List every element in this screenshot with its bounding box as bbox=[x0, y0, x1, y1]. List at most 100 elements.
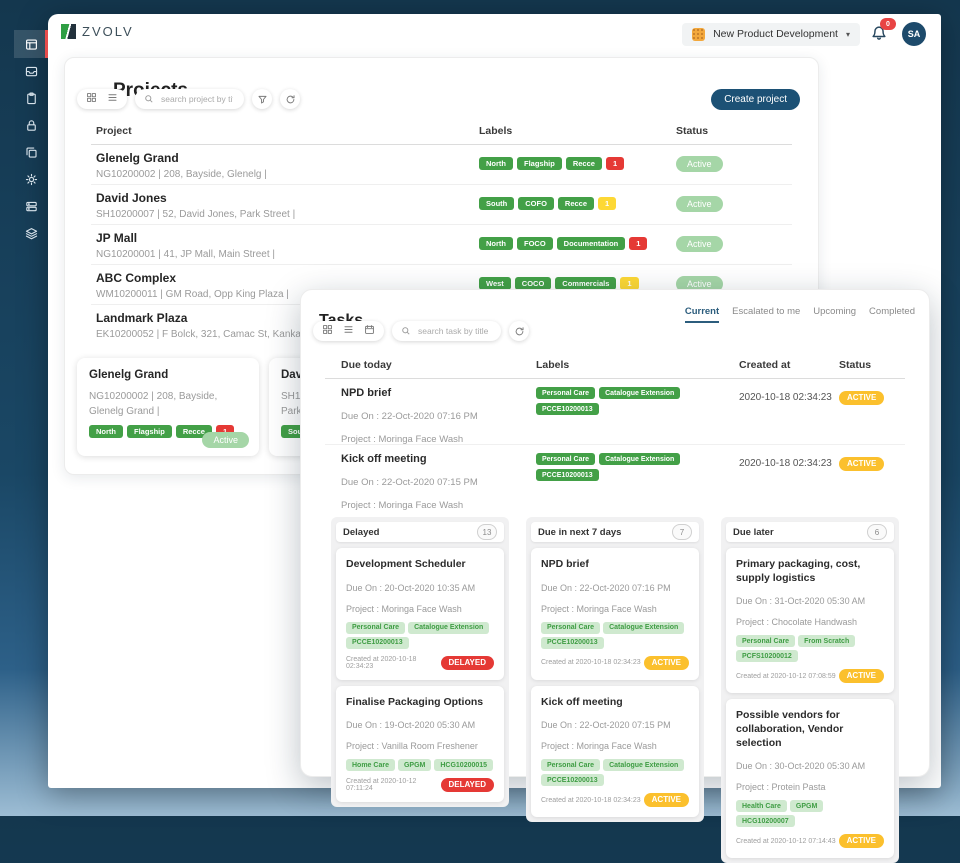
sidebar-item-storage[interactable] bbox=[14, 193, 48, 220]
status-badge: ACTIVE bbox=[643, 655, 689, 670]
label-chip: West bbox=[479, 277, 511, 290]
board-column-due-later: Due later 6 Primary packaging, cost, sup… bbox=[721, 517, 899, 863]
refresh-button[interactable] bbox=[509, 321, 529, 341]
task-search bbox=[392, 321, 501, 341]
table-row[interactable]: Landmark Plaza EK10200052 | F Bolck, 321,… bbox=[91, 305, 792, 345]
label-chip: North bbox=[479, 157, 513, 170]
board-column-next7days: Due in next 7 days 7 NPD brief Due On : … bbox=[526, 517, 704, 823]
tab-escalated[interactable]: Escalated to me bbox=[732, 306, 801, 317]
task-card[interactable]: NPD brief Due On : 22-Oct-2020 07:16 PM … bbox=[531, 548, 699, 680]
status-badge: DELAYED bbox=[440, 778, 494, 793]
list-view-button[interactable] bbox=[343, 322, 354, 340]
status-badge: ACTIVE bbox=[839, 457, 885, 471]
search-icon bbox=[145, 95, 153, 103]
filter-button[interactable] bbox=[252, 89, 272, 109]
task-card-project: Project : Moringa Face Wash bbox=[346, 603, 462, 614]
sidebar bbox=[14, 30, 48, 790]
project-subtitle: EK10200052 | F Bolck, 321, Camac St, Kan… bbox=[96, 329, 351, 340]
label-chip: FOCO bbox=[517, 237, 553, 250]
label-chip: COCO bbox=[514, 277, 552, 290]
app-stage: ZVOLV New Product Development ▾ 0 SA Pro… bbox=[14, 18, 930, 863]
project-subtitle: WM10200011 | GM Road, Opp King Plaza | bbox=[96, 289, 289, 300]
task-card[interactable]: Possible vendors for collaboration, Vend… bbox=[726, 699, 894, 859]
table-row[interactable]: David Jones SH10200007 | 52, David Jones,… bbox=[91, 185, 792, 225]
task-card-project: Project : Moringa Face Wash bbox=[541, 603, 657, 614]
grid-view-button[interactable] bbox=[322, 322, 333, 340]
task-card-title: Primary packaging, cost, supply logistic… bbox=[736, 558, 861, 584]
sidebar-item-dashboard[interactable] bbox=[14, 30, 48, 58]
workspace-dropdown[interactable]: New Product Development ▾ bbox=[682, 22, 860, 46]
task-card[interactable]: Primary packaging, cost, supply logistic… bbox=[726, 548, 894, 694]
projects-table-header: Project Labels Status bbox=[91, 118, 792, 145]
search-icon bbox=[402, 327, 410, 335]
task-card-created: Created at 2020-10-12 07:14:43 bbox=[736, 837, 836, 845]
label-chip: GPGM bbox=[397, 759, 432, 772]
refresh-button[interactable] bbox=[280, 89, 300, 109]
calendar-view-button[interactable] bbox=[364, 322, 375, 340]
projects-table: Project Labels Status Glenelg Grand NG102… bbox=[91, 118, 792, 345]
sidebar-item-layers[interactable] bbox=[14, 220, 48, 247]
tab-completed[interactable]: Completed bbox=[869, 306, 915, 317]
inbox-icon bbox=[25, 66, 37, 77]
column-labels: Labels bbox=[536, 359, 570, 371]
workspace-icon bbox=[692, 27, 706, 41]
task-title: NPD brief bbox=[341, 387, 392, 399]
project-subtitle: NG10200001 | 41, JP Mall, Main Street | bbox=[96, 249, 275, 260]
label-chip: South bbox=[479, 197, 515, 210]
status-badge: ACTIVE bbox=[838, 834, 884, 849]
table-row[interactable]: Glenelg Grand NG10200002 | 208, Bayside, … bbox=[91, 145, 792, 185]
server-icon bbox=[25, 201, 37, 212]
task-card[interactable]: Development Scheduler Due On : 20-Oct-20… bbox=[336, 548, 504, 680]
task-project: Project : Moringa Face Wash bbox=[341, 500, 464, 511]
lock-icon bbox=[26, 120, 36, 131]
app-logo: ZVOLV bbox=[61, 24, 134, 39]
board-column-header: Due in next 7 days 7 bbox=[531, 522, 699, 542]
sidebar-item-lock[interactable] bbox=[14, 112, 48, 139]
board-column-delayed: Delayed 13 Development Scheduler Due On … bbox=[331, 517, 509, 808]
task-due: Due On : 22-Oct-2020 07:15 PM bbox=[341, 477, 478, 488]
search-task-input[interactable] bbox=[416, 325, 492, 337]
search-project-input[interactable] bbox=[159, 93, 235, 105]
label-chip: PCCE10200013 bbox=[346, 636, 409, 649]
project-card[interactable]: Glenelg Grand NG10200002 | 208, Bayside,… bbox=[77, 358, 259, 456]
label-chip: North bbox=[479, 237, 513, 250]
table-row[interactable]: JP Mall NG10200001 | 41, JP Mall, Main St… bbox=[91, 225, 792, 265]
board-column-label: Due in next 7 days bbox=[538, 526, 622, 538]
column-due-today: Due today bbox=[341, 359, 392, 371]
sidebar-item-settings[interactable] bbox=[14, 166, 48, 193]
column-status: Status bbox=[676, 125, 709, 137]
task-title: Kick off meeting bbox=[341, 453, 427, 465]
sidebar-item-clipboard[interactable] bbox=[14, 85, 48, 112]
tasks-toolbar bbox=[313, 321, 529, 341]
label-chip: PCCE10200013 bbox=[536, 469, 599, 481]
label-chip: Personal Care bbox=[536, 453, 596, 465]
tab-upcoming[interactable]: Upcoming bbox=[813, 306, 857, 317]
board-column-header: Delayed 13 bbox=[336, 522, 504, 542]
clipboard-icon bbox=[26, 92, 36, 105]
sidebar-item-inbox[interactable] bbox=[14, 58, 48, 85]
task-card[interactable]: Kick off meeting Due On : 22-Oct-2020 07… bbox=[531, 685, 699, 818]
notifications-button[interactable]: 0 bbox=[870, 18, 896, 45]
sidebar-item-copy[interactable] bbox=[14, 139, 48, 166]
label-chip: Catalogue Extension bbox=[599, 387, 681, 399]
task-card-title: Kick off meeting bbox=[541, 695, 623, 708]
tab-current[interactable]: Current bbox=[684, 306, 720, 323]
avatar[interactable]: SA bbox=[902, 22, 926, 46]
create-project-button[interactable]: Create project bbox=[711, 89, 800, 110]
bell-icon bbox=[872, 26, 886, 40]
count-chip: 1 bbox=[629, 237, 648, 250]
label-chip: Commercials bbox=[555, 277, 617, 290]
label-chip: Personal Care bbox=[536, 387, 596, 399]
label-chip: Personal Care bbox=[541, 621, 601, 634]
column-labels: Labels bbox=[479, 125, 513, 137]
project-card-subtitle: NG10200002 | 208, Bayside, Glenelg Grand… bbox=[89, 391, 218, 417]
task-card-title: Possible vendors for collaboration, Vend… bbox=[736, 709, 844, 749]
task-row[interactable]: NPD brief Due On : 22-Oct-2020 07:16 PM … bbox=[325, 379, 905, 445]
grid-view-button[interactable] bbox=[86, 90, 97, 108]
tasks-table-header: Due today Labels Created at Status bbox=[325, 352, 905, 379]
task-card-due: Due On : 22-Oct-2020 07:16 PM bbox=[541, 582, 671, 593]
task-row[interactable]: Kick off meeting Due On : 22-Oct-2020 07… bbox=[325, 445, 905, 511]
task-card-due: Due On : 30-Oct-2020 05:30 AM bbox=[736, 761, 866, 772]
task-card[interactable]: Finalise Packaging Options Due On : 19-O… bbox=[336, 685, 504, 803]
list-view-button[interactable] bbox=[107, 90, 118, 108]
